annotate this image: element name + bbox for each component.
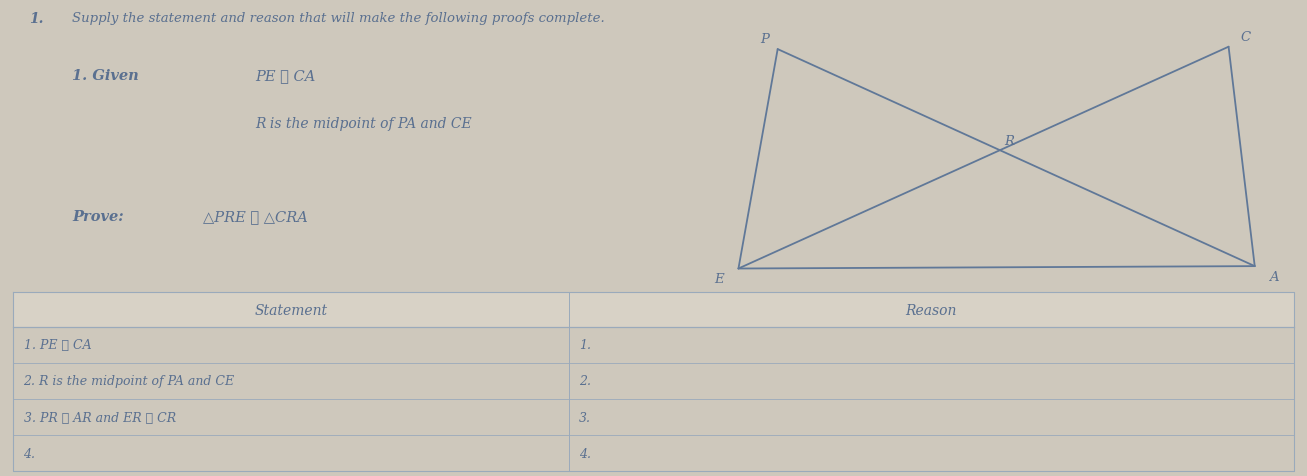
Text: Statement: Statement [255, 303, 327, 317]
Text: P: P [761, 33, 769, 46]
Text: A: A [1269, 270, 1280, 284]
Text: PE ≅ CA: PE ≅ CA [255, 69, 315, 83]
Text: 4.: 4. [24, 446, 35, 460]
Bar [13, 293, 1294, 327]
Text: Reason: Reason [906, 303, 957, 317]
Text: 1.: 1. [29, 12, 43, 26]
Text: Supply the statement and reason that will make the following proofs complete.: Supply the statement and reason that wil… [72, 12, 605, 25]
Text: 4.: 4. [579, 446, 591, 460]
Text: 2.: 2. [579, 375, 591, 387]
Text: 2. R is the midpoint of PA and CE: 2. R is the midpoint of PA and CE [24, 375, 235, 387]
Bar [13, 293, 1294, 471]
Text: 1.: 1. [579, 338, 591, 352]
Text: △PRE ≅ △CRA: △PRE ≅ △CRA [203, 209, 307, 223]
Text: 3. PR ≅ AR and ER ≅ CR: 3. PR ≅ AR and ER ≅ CR [24, 411, 175, 424]
Text: R: R [1004, 135, 1014, 148]
Text: C: C [1240, 30, 1251, 44]
Text: Prove:: Prove: [72, 209, 123, 223]
Text: 3.: 3. [579, 411, 591, 424]
Text: R is the midpoint of PA and CE: R is the midpoint of PA and CE [255, 117, 472, 130]
Text: 1. PE ≅ CA: 1. PE ≅ CA [24, 338, 91, 352]
Text: 1. Given: 1. Given [72, 69, 139, 83]
Text: E: E [714, 273, 724, 286]
